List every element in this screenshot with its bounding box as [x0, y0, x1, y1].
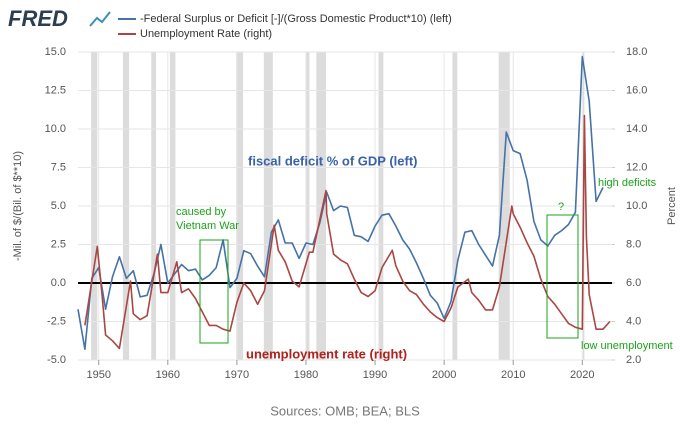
annotation: low unemployment: [581, 340, 673, 352]
logo-icon: [89, 11, 111, 27]
annotation: high deficits: [598, 177, 657, 189]
x-tick-label: 1970: [225, 369, 249, 381]
x-tick-label: 2010: [501, 369, 525, 381]
y2-tick-label: 8.0: [626, 238, 641, 250]
y2-tick-label: 6.0: [626, 277, 641, 289]
annotation: caused by: [176, 206, 227, 218]
y-tick-label: 0.0: [51, 277, 66, 289]
x-tick-label: 1960: [156, 369, 180, 381]
source: Sources: OMB; BEA; BLS: [270, 403, 420, 418]
y-tick-label: 5.0: [51, 200, 66, 212]
annotation: Vietnam War: [176, 220, 239, 232]
highlight-box: [199, 239, 229, 344]
y2-tick-label: 18.0: [626, 46, 647, 58]
highlight-box: [546, 214, 579, 339]
y-axis-title: -Mil. of $/(Bil. of $**10): [12, 151, 24, 261]
legend-label: -Federal Surplus or Deficit [-]/(Gross D…: [140, 13, 452, 25]
x-tick-label: 2000: [432, 369, 456, 381]
y-tick-label: 2.5: [51, 238, 66, 250]
y-tick-label: 7.5: [51, 161, 66, 173]
series-line: [84, 114, 611, 350]
y2-tick-label: 2.0: [626, 354, 641, 366]
x-tick-label: 1980: [294, 369, 318, 381]
y-tick-label: -2.5: [47, 315, 66, 327]
series-line: [77, 55, 604, 350]
annotation: ?: [558, 201, 564, 213]
legend-label: Unemployment Rate (right): [140, 28, 272, 40]
annotation: fiscal deficit % of GDP (left): [248, 153, 418, 168]
y2-axis-title: Percent: [666, 187, 678, 225]
y-tick-label: 15.0: [45, 46, 66, 58]
x-tick-label: 2020: [570, 369, 594, 381]
y2-tick-label: 4.0: [626, 315, 641, 327]
plot-area: -5.0 -2.5 0.0 2.5 5.0 7.5 10.0 12.5 15.0 2.0 4.0 6.…: [45, 46, 648, 381]
annotation: unemployment rate (right): [246, 346, 407, 361]
x-tick-label: 1990: [363, 369, 387, 381]
annotations: fiscal deficit % of GDP (left) caused by…: [176, 153, 673, 361]
y-tick-label: 10.0: [45, 123, 66, 135]
x-tick-label: 1950: [86, 369, 110, 381]
y2-tick-label: 14.0: [626, 123, 647, 135]
y2-tick-label: 12.0: [626, 161, 647, 173]
y2-tick-label: 10.0: [626, 200, 647, 212]
y-tick-label: 12.5: [45, 84, 66, 96]
y2-tick-label: 16.0: [626, 84, 647, 96]
logo: FRED: [8, 6, 68, 31]
y-tick-label: -5.0: [47, 354, 66, 366]
